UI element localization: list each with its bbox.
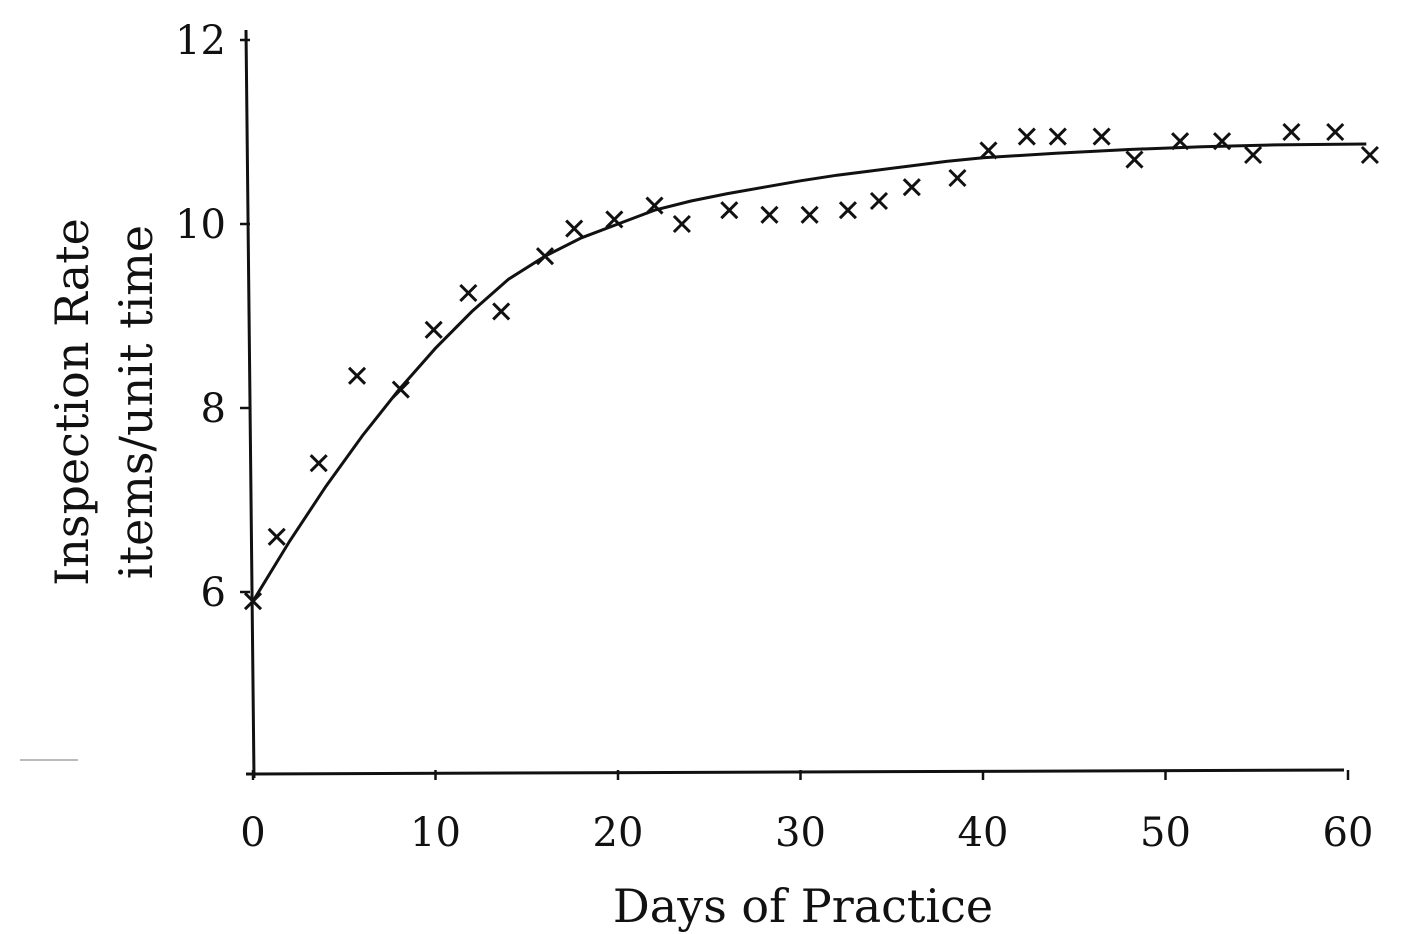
data-point-x-marker <box>535 247 555 266</box>
data-point-x-marker <box>391 380 410 399</box>
y-tick-label: 12 <box>175 18 226 64</box>
data-point-x-marker <box>720 201 739 220</box>
data-point-x-marker <box>605 210 624 229</box>
y-axis-title: Inspection Rate items/unit time <box>45 218 163 586</box>
data-point-x-marker <box>948 168 967 188</box>
data-point-x-marker <box>424 320 443 339</box>
data-points <box>243 122 1379 611</box>
data-point-x-marker <box>1213 132 1232 151</box>
data-point-x-marker <box>309 454 328 473</box>
data-point-x-marker <box>267 527 286 546</box>
data-point-x-marker <box>645 196 664 215</box>
data-point-x-marker <box>459 283 478 303</box>
y-tick-label: 8 <box>201 386 226 432</box>
data-point-x-marker <box>492 302 511 321</box>
data-point-x-marker <box>243 592 263 611</box>
data-point-x-marker <box>979 141 998 160</box>
y-tick-label: 6 <box>201 570 226 616</box>
data-point-x-marker <box>1360 145 1379 165</box>
data-point-x-marker <box>1017 127 1036 146</box>
data-point-x-marker <box>869 191 889 211</box>
data-point-x-marker <box>565 219 584 238</box>
x-tick-label: 0 <box>240 810 265 856</box>
y-axis-title-line-1: Inspection Rate <box>45 218 99 586</box>
y-axis-title-line-2: items/unit time <box>109 225 163 579</box>
data-point-x-marker <box>672 214 691 234</box>
fitted-learning-curve <box>251 142 1367 602</box>
x-tick-label: 60 <box>1323 810 1374 856</box>
x-axis-title: Days of Practice <box>613 879 993 933</box>
data-point-x-marker <box>838 201 858 220</box>
x-axis-ticks: 0 10 20 30 40 50 60 <box>240 770 1373 856</box>
x-tick-label: 10 <box>410 810 461 856</box>
data-point-x-marker <box>1125 150 1144 169</box>
x-tick-label: 40 <box>958 810 1009 856</box>
x-tick-label: 20 <box>593 810 644 856</box>
data-point-x-marker <box>800 205 819 224</box>
data-point-x-marker <box>1282 122 1301 142</box>
data-point-x-marker <box>347 366 367 385</box>
y-axis-line <box>244 29 256 779</box>
y-tick-label: 10 <box>175 202 226 248</box>
x-axis-line <box>245 768 1345 776</box>
x-tick-label: 50 <box>1140 810 1191 856</box>
data-point-x-marker <box>1244 145 1263 165</box>
data-point-x-marker <box>1326 122 1345 142</box>
data-point-x-marker <box>1171 132 1190 151</box>
data-point-x-marker <box>760 205 779 224</box>
y-axis-ticks: 6 8 10 12 <box>175 18 250 616</box>
data-point-x-marker <box>1048 127 1067 146</box>
x-tick-label: 30 <box>775 810 826 856</box>
data-point-x-marker <box>902 178 921 197</box>
data-point-x-marker <box>1092 127 1111 146</box>
